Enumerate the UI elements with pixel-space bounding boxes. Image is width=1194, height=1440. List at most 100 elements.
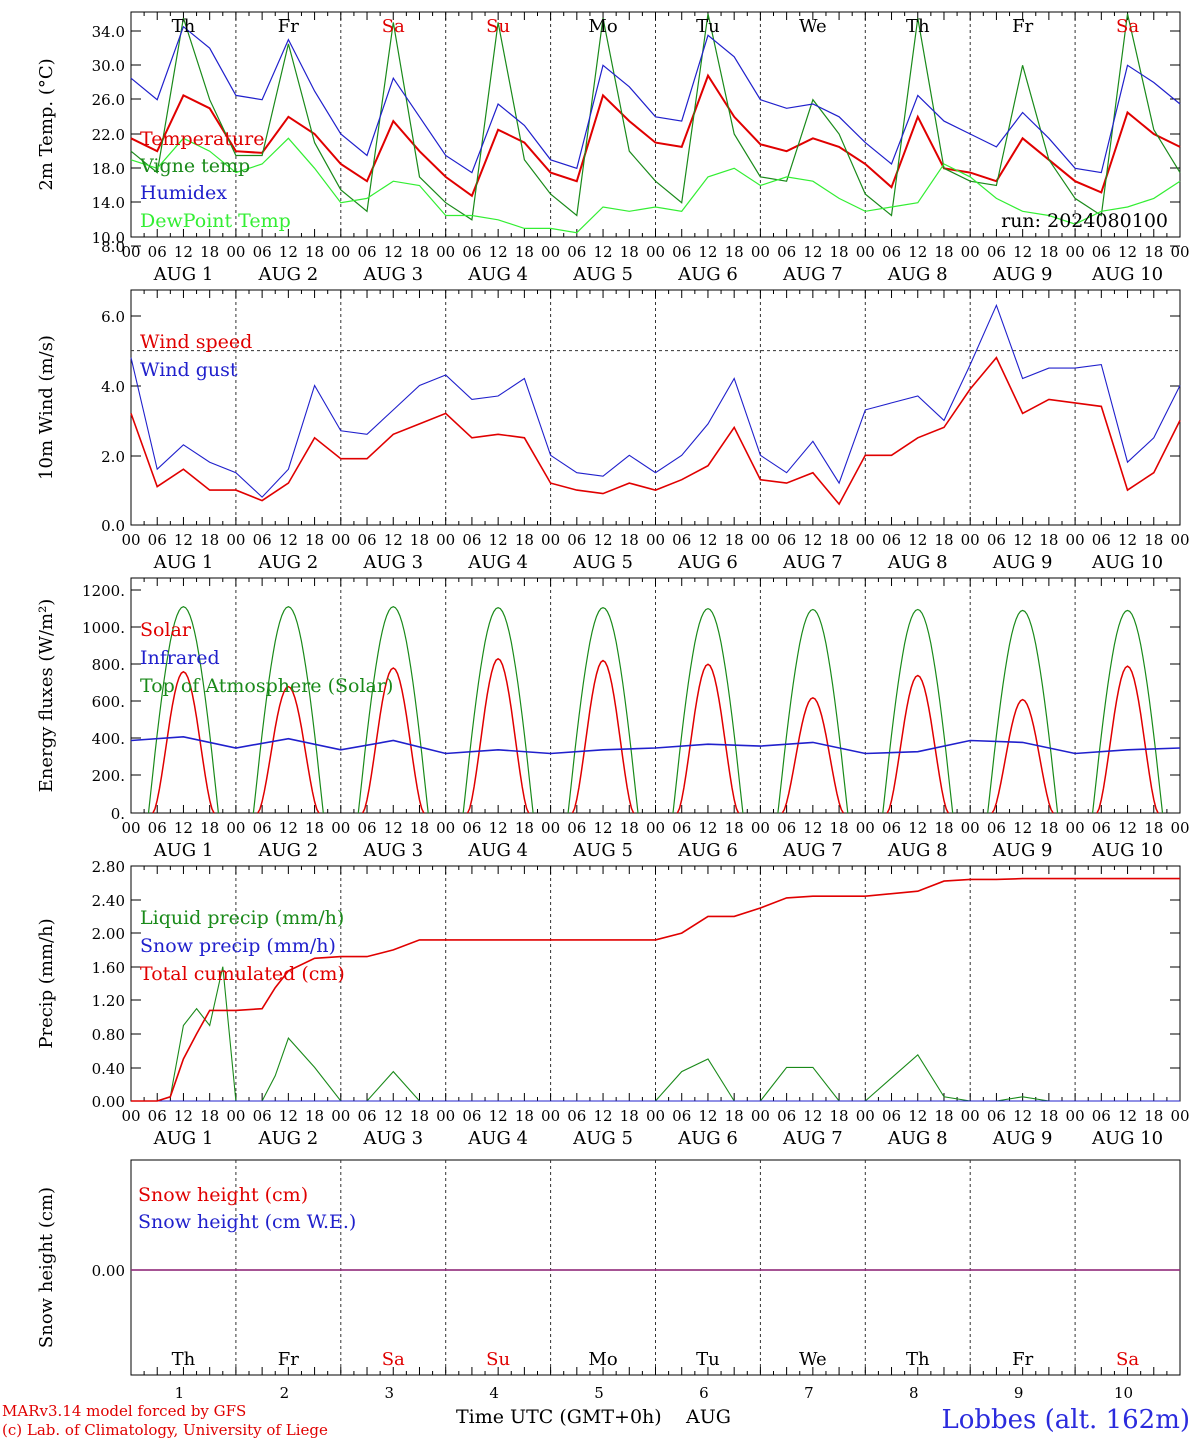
x-hour-label: 00 <box>856 1107 875 1125</box>
x-hour-label: 18 <box>725 1107 744 1125</box>
series-temperature <box>130 73 1181 198</box>
weekday-label: Sa <box>1116 16 1139 37</box>
x-hour-label: 00 <box>1170 1107 1189 1125</box>
x-date-label: AUG 1 <box>153 1128 214 1149</box>
weekday-label: Fr <box>1012 16 1033 37</box>
x-hour-label: 00 <box>541 531 560 549</box>
day-number-label: 2 <box>280 1384 290 1402</box>
x-date-label: AUG 6 <box>677 552 738 573</box>
y-tick-label: 2.40 <box>92 892 125 910</box>
x-hour-label: 18 <box>305 531 324 549</box>
x-date-label: AUG 5 <box>572 264 633 285</box>
x-date-label: AUG 5 <box>572 1128 633 1149</box>
toa-solar-curve <box>147 606 219 814</box>
toa-solar-curve <box>672 607 744 814</box>
y-tick-label: 6.0 <box>101 308 125 326</box>
solar-curve <box>152 670 215 814</box>
y-axis-label: Snow height (cm) <box>36 1187 57 1348</box>
x-hour-label: 06 <box>777 243 796 261</box>
toa-solar-curve <box>252 606 324 814</box>
x-date-label: AUG 6 <box>677 840 738 861</box>
x-hour-label: 18 <box>620 243 639 261</box>
x-hour-label: 06 <box>357 1107 376 1125</box>
solar-curve <box>466 657 530 814</box>
x-hour-label: 18 <box>410 531 429 549</box>
x-hour-label: 06 <box>882 1107 901 1125</box>
x-hour-label: 18 <box>515 243 534 261</box>
toa-solar-curve <box>882 608 954 814</box>
x-date-label: AUG 2 <box>257 1128 318 1149</box>
x-hour-label: 12 <box>1118 531 1137 549</box>
x-hour-label: 00 <box>1066 243 1085 261</box>
x-hour-label: 06 <box>777 819 796 837</box>
x-date-label: AUG 3 <box>362 1128 423 1149</box>
x-hour-label: 00 <box>1066 819 1085 837</box>
x-hour-label: 06 <box>882 243 901 261</box>
x-hour-label: 12 <box>698 1107 717 1125</box>
x-hour-label: 18 <box>305 1107 324 1125</box>
series-humidex <box>130 25 1181 174</box>
x-hour-label: 06 <box>777 531 796 549</box>
x-hour-label: 12 <box>908 1107 927 1125</box>
x-hour-label: 06 <box>672 531 691 549</box>
x-hour-label: 18 <box>1144 243 1163 261</box>
x-hour-label: 06 <box>462 243 481 261</box>
x-axis-title: Time UTC (GMT+0h) <box>456 1406 662 1428</box>
legend-snow-height: Snow height (cm) <box>138 1184 308 1206</box>
x-hour-label: 18 <box>620 531 639 549</box>
y-axis-label: 2m Temp. (°C) <box>36 58 57 190</box>
legend-humidex: Humidex <box>140 182 227 204</box>
x-date-label: AUG 2 <box>257 552 318 573</box>
y-tick-label: 30.0 <box>92 57 125 75</box>
x-date-label: AUG 8 <box>887 552 948 573</box>
x-hour-label: 12 <box>908 531 927 549</box>
x-hour-label: 00 <box>646 819 665 837</box>
series-vigne-temp <box>130 13 1181 221</box>
x-hour-label: 00 <box>646 243 665 261</box>
solar-curve <box>257 685 320 814</box>
x-hour-label: 12 <box>489 243 508 261</box>
y-tick-label: 0.0 <box>101 517 125 535</box>
x-date-label: AUG 8 <box>887 840 948 861</box>
x-hour-label: 12 <box>489 1107 508 1125</box>
x-hour-label: 00 <box>751 531 770 549</box>
legend-wind-speed: Wind speed <box>140 331 252 353</box>
x-hour-label: 18 <box>305 243 324 261</box>
x-hour-label: 00 <box>961 531 980 549</box>
x-hour-label: 00 <box>331 243 350 261</box>
x-hour-label: 00 <box>121 819 140 837</box>
x-hour-label: 06 <box>567 243 586 261</box>
x-hour-label: 12 <box>594 1107 613 1125</box>
x-hour-label: 06 <box>567 1107 586 1125</box>
weekday-label: Su <box>486 1349 510 1370</box>
legend-temperature: Temperature <box>140 128 264 150</box>
y-tick-label: 1.60 <box>92 959 125 977</box>
x-hour-label: 06 <box>462 531 481 549</box>
weekday-label: Th <box>172 16 196 37</box>
series-total-cumulated <box>131 877 1180 1102</box>
x-hour-label: 12 <box>384 243 403 261</box>
x-hour-label: 18 <box>1144 531 1163 549</box>
x-hour-label: 06 <box>253 819 272 837</box>
x-hour-label: 12 <box>489 819 508 837</box>
x-hour-label: 06 <box>567 531 586 549</box>
x-hour-label: 06 <box>567 819 586 837</box>
y-tick-label: 34.0 <box>92 23 125 41</box>
series-infrared <box>130 735 1181 755</box>
x-date-label: AUG 2 <box>257 840 318 861</box>
x-hour-label: 06 <box>1092 243 1111 261</box>
weekday-label: Sa <box>382 1349 405 1370</box>
x-hour-label: 12 <box>698 243 717 261</box>
x-hour-label: 18 <box>934 1107 953 1125</box>
x-axis-month: AUG <box>685 1406 731 1428</box>
x-date-label: AUG 3 <box>362 552 423 573</box>
x-date-label: AUG 7 <box>782 1128 843 1149</box>
x-hour-label: 12 <box>594 243 613 261</box>
x-hour-label: 06 <box>148 243 167 261</box>
y-tick-label: 0.00 <box>92 1093 125 1111</box>
legend-dewpoint: DewPoint Temp <box>140 210 291 232</box>
x-hour-label: 12 <box>698 819 717 837</box>
x-hour-label: 18 <box>1144 819 1163 837</box>
y-tick-label: 1.20 <box>92 992 125 1010</box>
